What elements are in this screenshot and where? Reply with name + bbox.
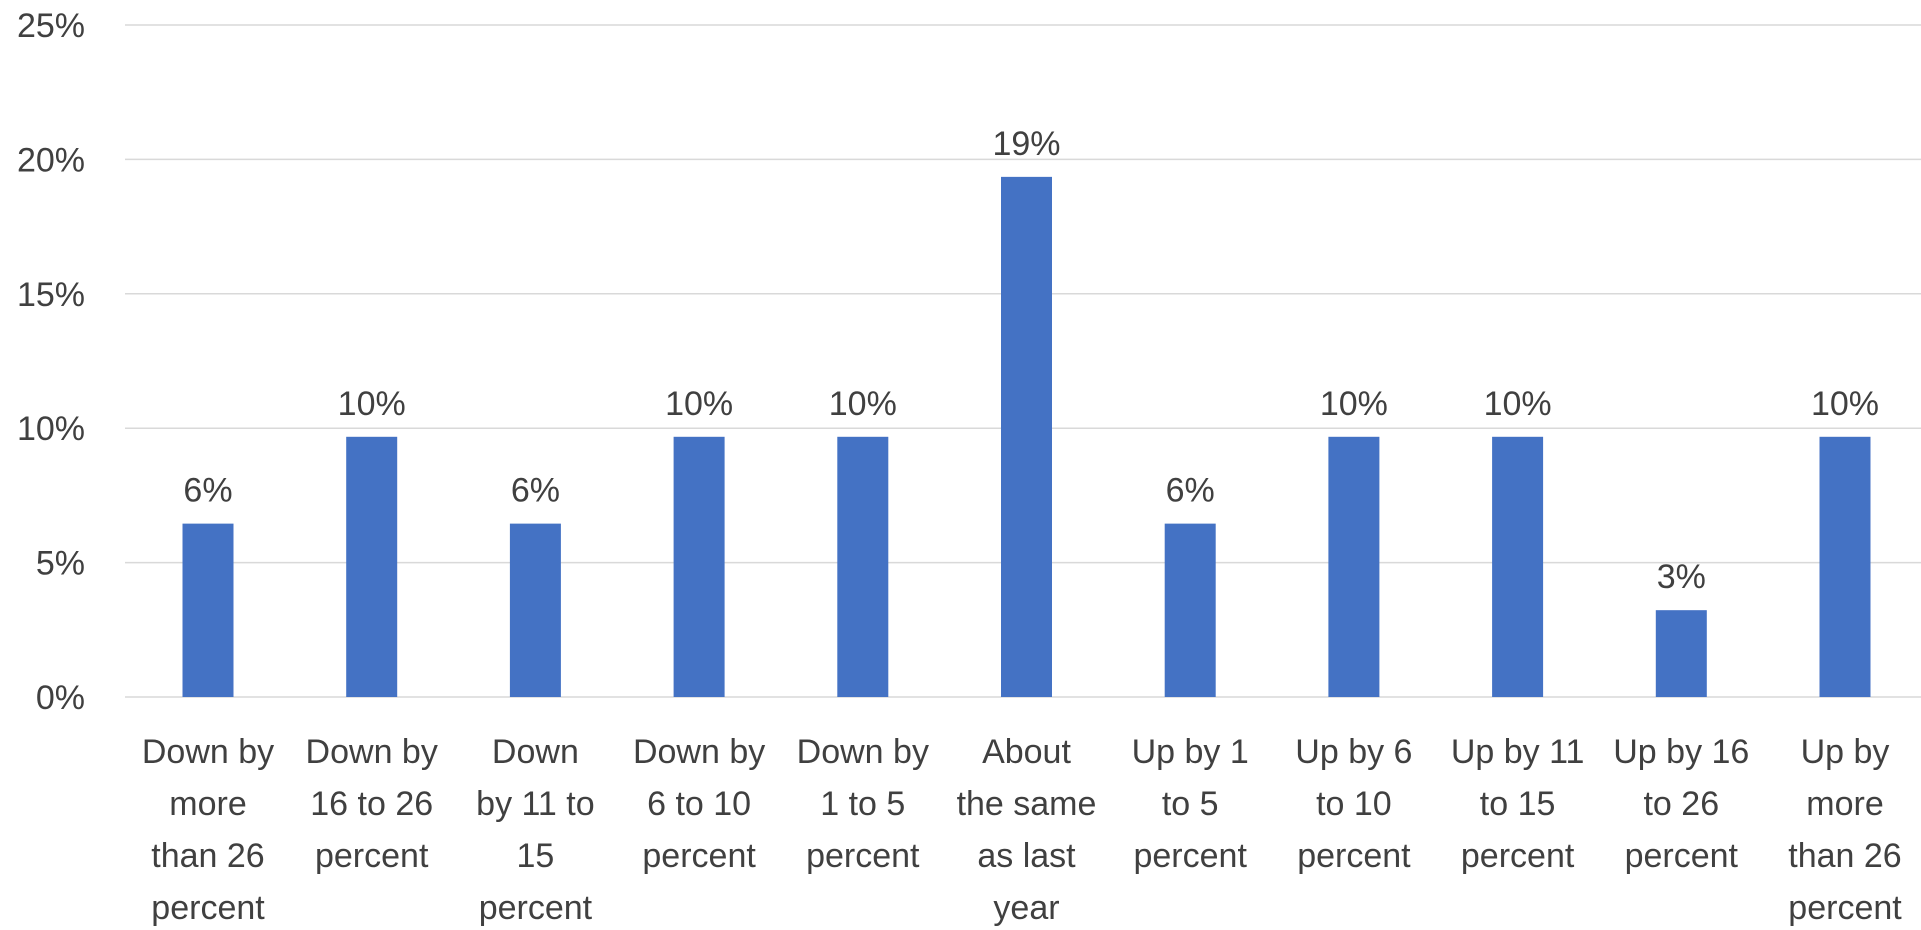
x-tick-label: Up by 1 to 5 percent: [1132, 733, 1249, 875]
x-tick-label-line: than 26: [1788, 837, 1901, 875]
x-tick-label: Down by 6 to 10 percent: [633, 733, 765, 875]
x-tick-label-line: percent: [806, 837, 920, 875]
y-tick-label: 10%: [17, 410, 85, 448]
data-label: 10%: [1320, 385, 1388, 423]
bar: [1492, 436, 1544, 697]
x-tick-label-line: 16 to 26: [310, 785, 433, 823]
x-tick-label-line: Up by 1: [1132, 733, 1249, 771]
x-tick-label-line: to 26: [1643, 785, 1719, 823]
x-tick-label-line: percent: [1297, 837, 1411, 875]
x-tick-label-line: 15: [516, 837, 554, 875]
bar: [346, 436, 398, 697]
x-tick-label-line: percent: [1625, 837, 1739, 875]
x-tick-label-line: to 10: [1316, 785, 1392, 823]
x-tick-label-line: more: [169, 785, 246, 823]
x-tick-label-line: Up by 11: [1451, 733, 1585, 771]
x-tick-label: Up by 11 to 15 percent: [1451, 733, 1585, 875]
x-tick-label-line: the same: [957, 785, 1097, 823]
y-tick-label: 25%: [17, 7, 85, 45]
x-tick-label-line: percent: [1461, 837, 1575, 875]
x-tick-label-line: Up by 6: [1295, 733, 1412, 771]
x-tick-label-line: percent: [151, 889, 265, 927]
x-tick-label-line: Down: [492, 733, 579, 771]
bar: [1655, 610, 1707, 697]
bars: [182, 176, 1871, 697]
x-tick-label-line: as last: [977, 837, 1076, 875]
y-tick-label: 15%: [17, 276, 85, 314]
x-tick-label-line: more: [1806, 785, 1883, 823]
x-tick-label-line: percent: [1788, 889, 1902, 927]
bar: [1001, 176, 1052, 697]
data-label: 10%: [338, 385, 406, 423]
x-tick-label: Down by 16 to 26 percent: [306, 733, 438, 875]
x-tick-label: Up by more than 26 percent: [1788, 733, 1902, 927]
x-tick-label-line: to 15: [1480, 785, 1556, 823]
x-tick-label-line: Down by: [142, 733, 274, 771]
x-tick-label-line: to 5: [1162, 785, 1219, 823]
x-tick-label-line: percent: [1133, 837, 1247, 875]
data-label: 10%: [1811, 385, 1879, 423]
bar: [1328, 436, 1380, 697]
bar: [837, 436, 889, 697]
x-tick-label: Down by 1 to 5 percent: [797, 733, 929, 875]
bar: [1164, 523, 1216, 697]
x-tick-label: Up by 6 to 10 percent: [1295, 733, 1412, 875]
x-tick-label-line: Down by: [306, 733, 438, 771]
bar: [182, 523, 234, 697]
x-tick-label-line: year: [993, 889, 1059, 927]
x-tick-label: Down by more than 26 percent: [142, 733, 274, 927]
y-axis: 0% 5% 10% 15% 20% 25%: [17, 7, 85, 717]
x-tick-label: Down by 11 to 15 percent: [476, 733, 594, 927]
bar: [673, 436, 725, 697]
x-tick-label-line: percent: [642, 837, 756, 875]
data-label: 10%: [665, 385, 733, 423]
x-tick-label-line: by 11 to: [476, 785, 594, 823]
x-tick-label-line: About: [982, 733, 1071, 771]
data-label: 6%: [511, 472, 560, 510]
x-tick-label: Up by 16 to 26 percent: [1613, 733, 1749, 875]
x-tick-label-line: 1 to 5: [820, 785, 905, 823]
x-axis: Down by more than 26 percent Down by 16 to 26…: [142, 733, 1902, 927]
data-label: 6%: [183, 472, 232, 510]
data-label: 19%: [992, 125, 1060, 163]
data-label: 10%: [1484, 385, 1552, 423]
x-tick-label-line: Down by: [797, 733, 929, 771]
y-tick-label: 0%: [36, 679, 85, 717]
x-tick-label-line: than 26: [151, 837, 264, 875]
bar: [509, 523, 561, 697]
x-tick-label-line: Up by 16: [1613, 733, 1749, 771]
data-label: 6%: [1166, 472, 1215, 510]
x-tick-label: About the same as last year: [957, 733, 1097, 927]
bar: [1819, 436, 1871, 697]
data-labels: 6% 10% 6% 10% 10% 19% 6% 10% 10% 3% 10%: [183, 125, 1879, 596]
data-label: 10%: [829, 385, 897, 423]
x-tick-label-line: percent: [479, 889, 593, 927]
y-tick-label: 5%: [36, 545, 85, 583]
data-label: 3%: [1657, 558, 1706, 596]
x-tick-label-line: Up by: [1801, 733, 1890, 771]
y-tick-label: 20%: [17, 141, 85, 179]
x-tick-label-line: percent: [315, 837, 429, 875]
x-tick-label-line: Down by: [633, 733, 765, 771]
x-tick-label-line: 6 to 10: [647, 785, 751, 823]
